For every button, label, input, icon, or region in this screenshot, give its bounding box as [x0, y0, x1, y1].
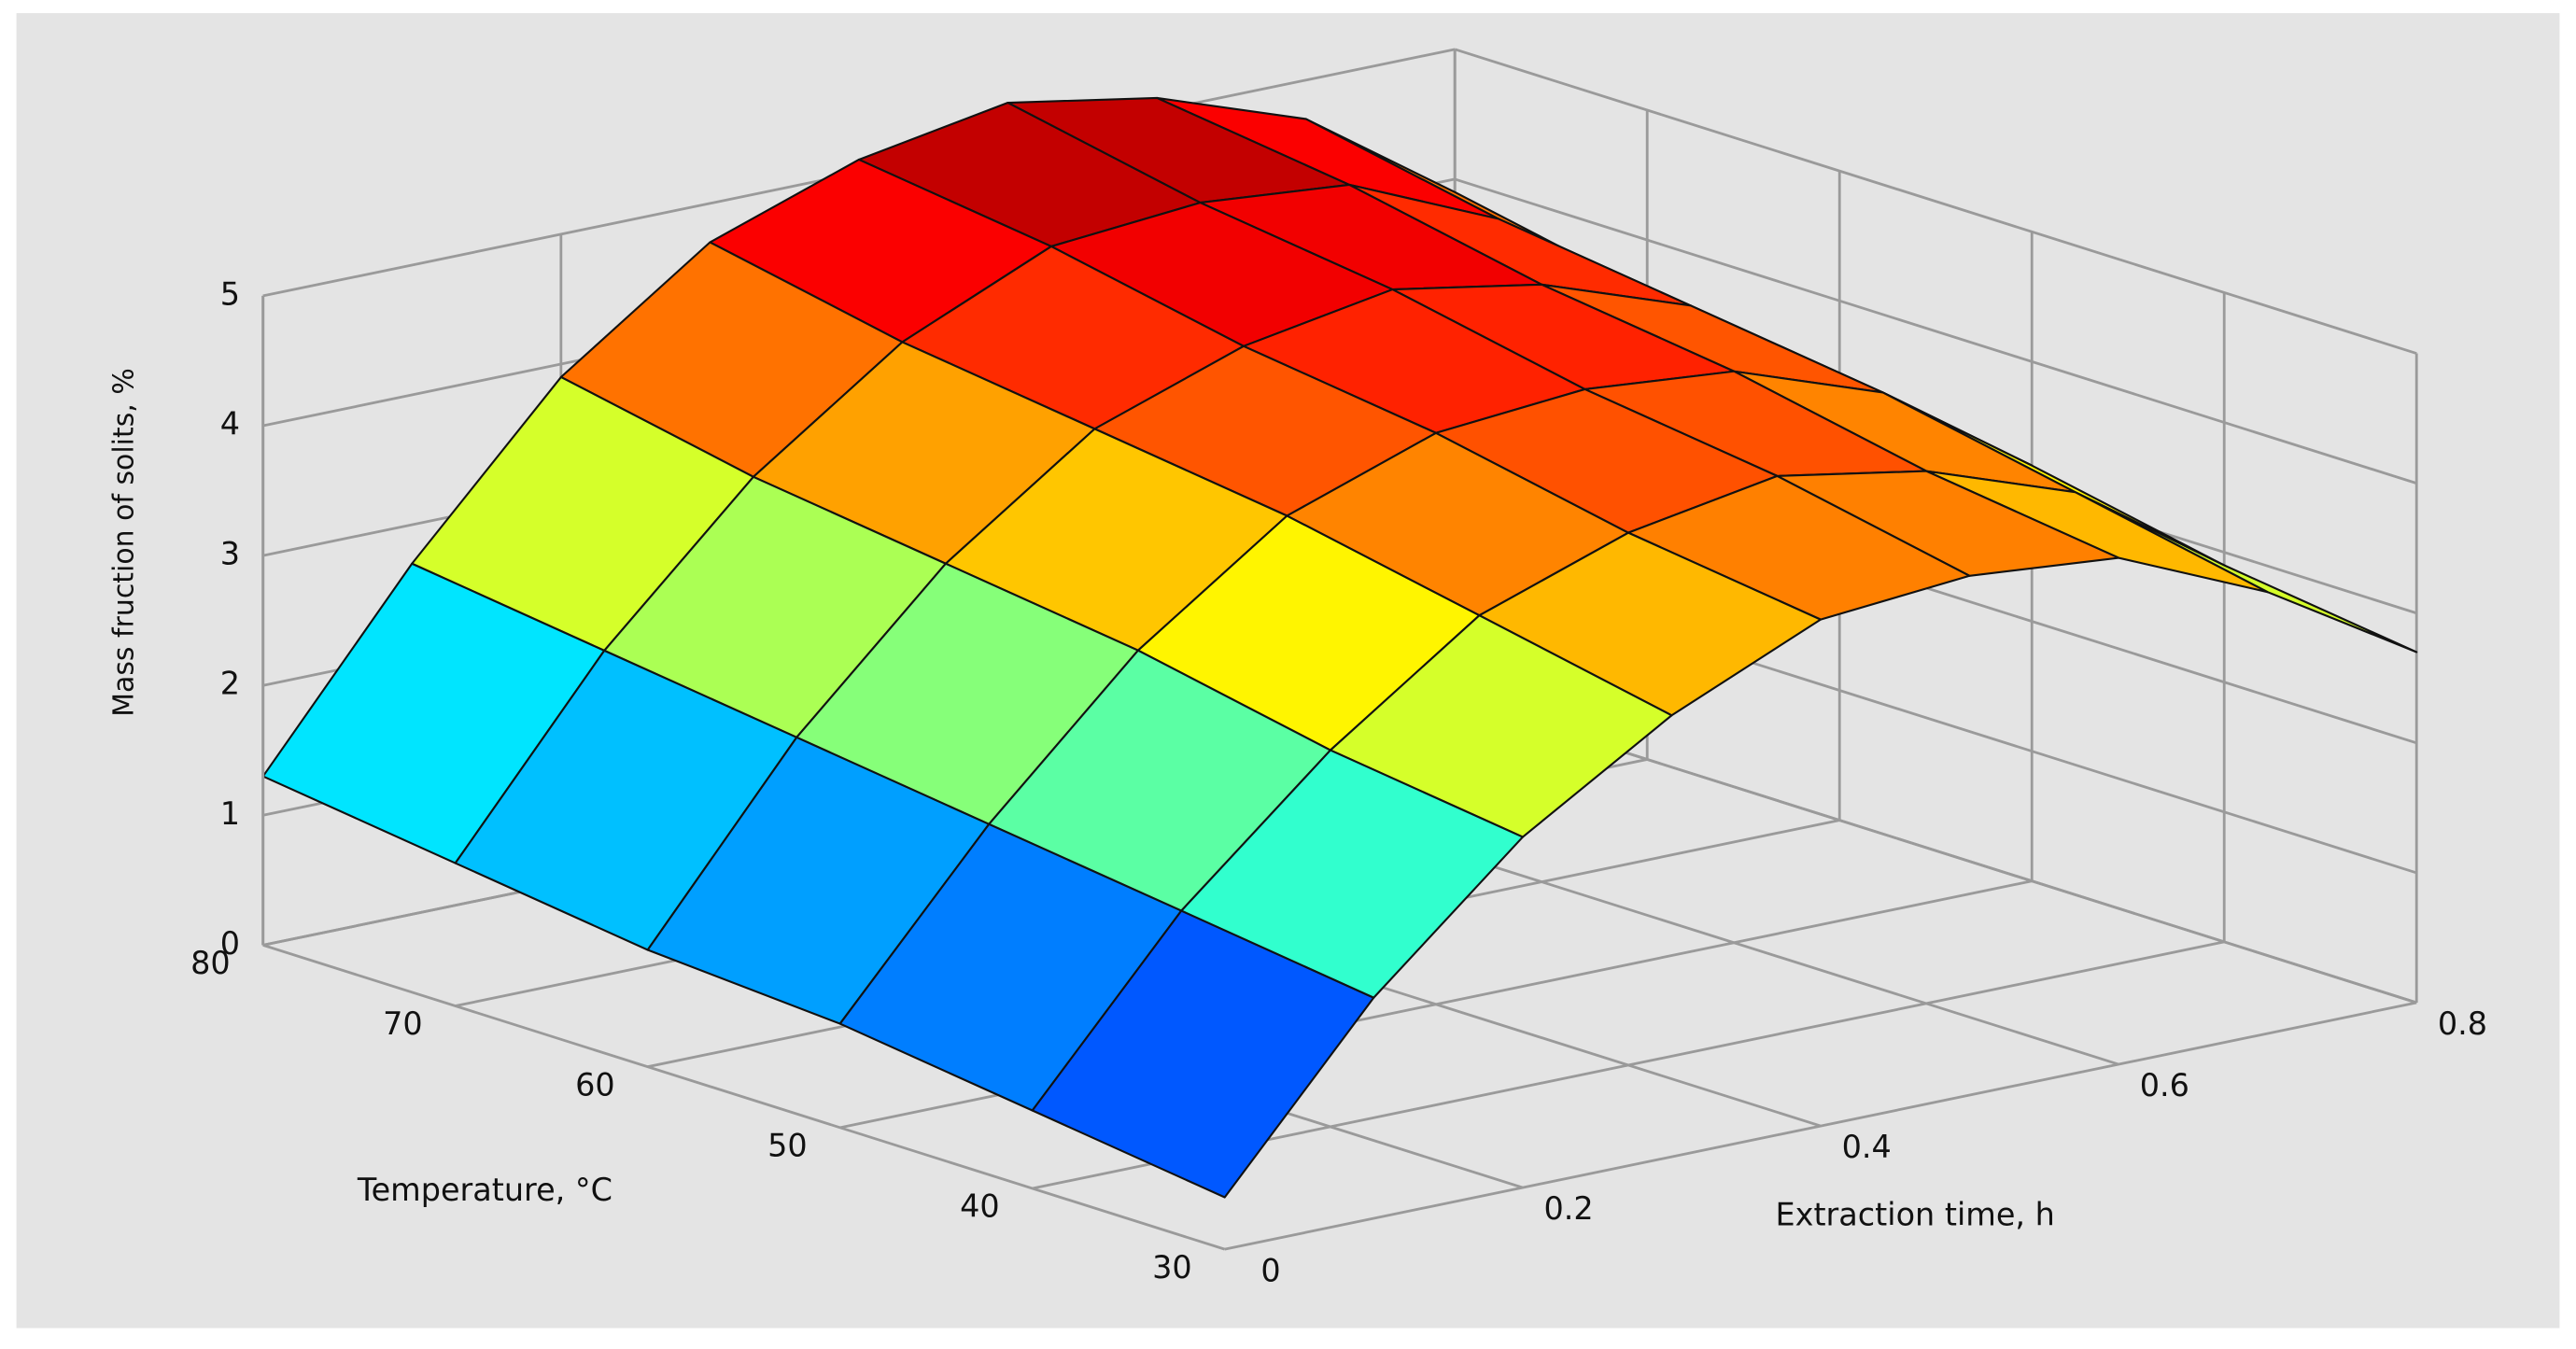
x-tick-label: 0 — [1260, 1252, 1280, 1288]
z-tick-label: 5 — [220, 275, 240, 312]
x-tick-label: 0.4 — [1842, 1129, 1892, 1165]
y-tick-label: 80 — [190, 945, 231, 981]
y-tick-label: 30 — [1152, 1249, 1192, 1286]
y-tick-label: 60 — [575, 1066, 615, 1103]
z-tick-label: 3 — [220, 536, 240, 572]
surface-cell — [1031, 909, 1375, 1199]
z-tick-label: 0 — [220, 925, 240, 962]
x-tick-label: 0.8 — [2438, 1005, 2487, 1042]
x-axis-label: Extraction time, h — [1776, 1196, 2055, 1232]
floor-grid-line — [1224, 1001, 2417, 1251]
z-axis-label: Mass fruction of solits, % — [107, 368, 140, 717]
y-tick-label: 50 — [767, 1127, 808, 1163]
x-tick-label: 0.2 — [1544, 1190, 1594, 1227]
z-tick-label: 2 — [220, 666, 240, 702]
y-axis-label: Temperature, °C — [357, 1172, 612, 1208]
floor-grid-line — [262, 944, 1226, 1251]
wall-grid-line — [1454, 48, 2417, 355]
y-tick-label: 40 — [960, 1188, 1000, 1225]
y-tick-label: 70 — [383, 1005, 423, 1042]
wall-grid-line — [1454, 177, 2417, 485]
z-tick-label: 1 — [220, 795, 240, 832]
x-tick-label: 0.6 — [2140, 1067, 2189, 1103]
z-tick-label: 4 — [220, 406, 240, 443]
